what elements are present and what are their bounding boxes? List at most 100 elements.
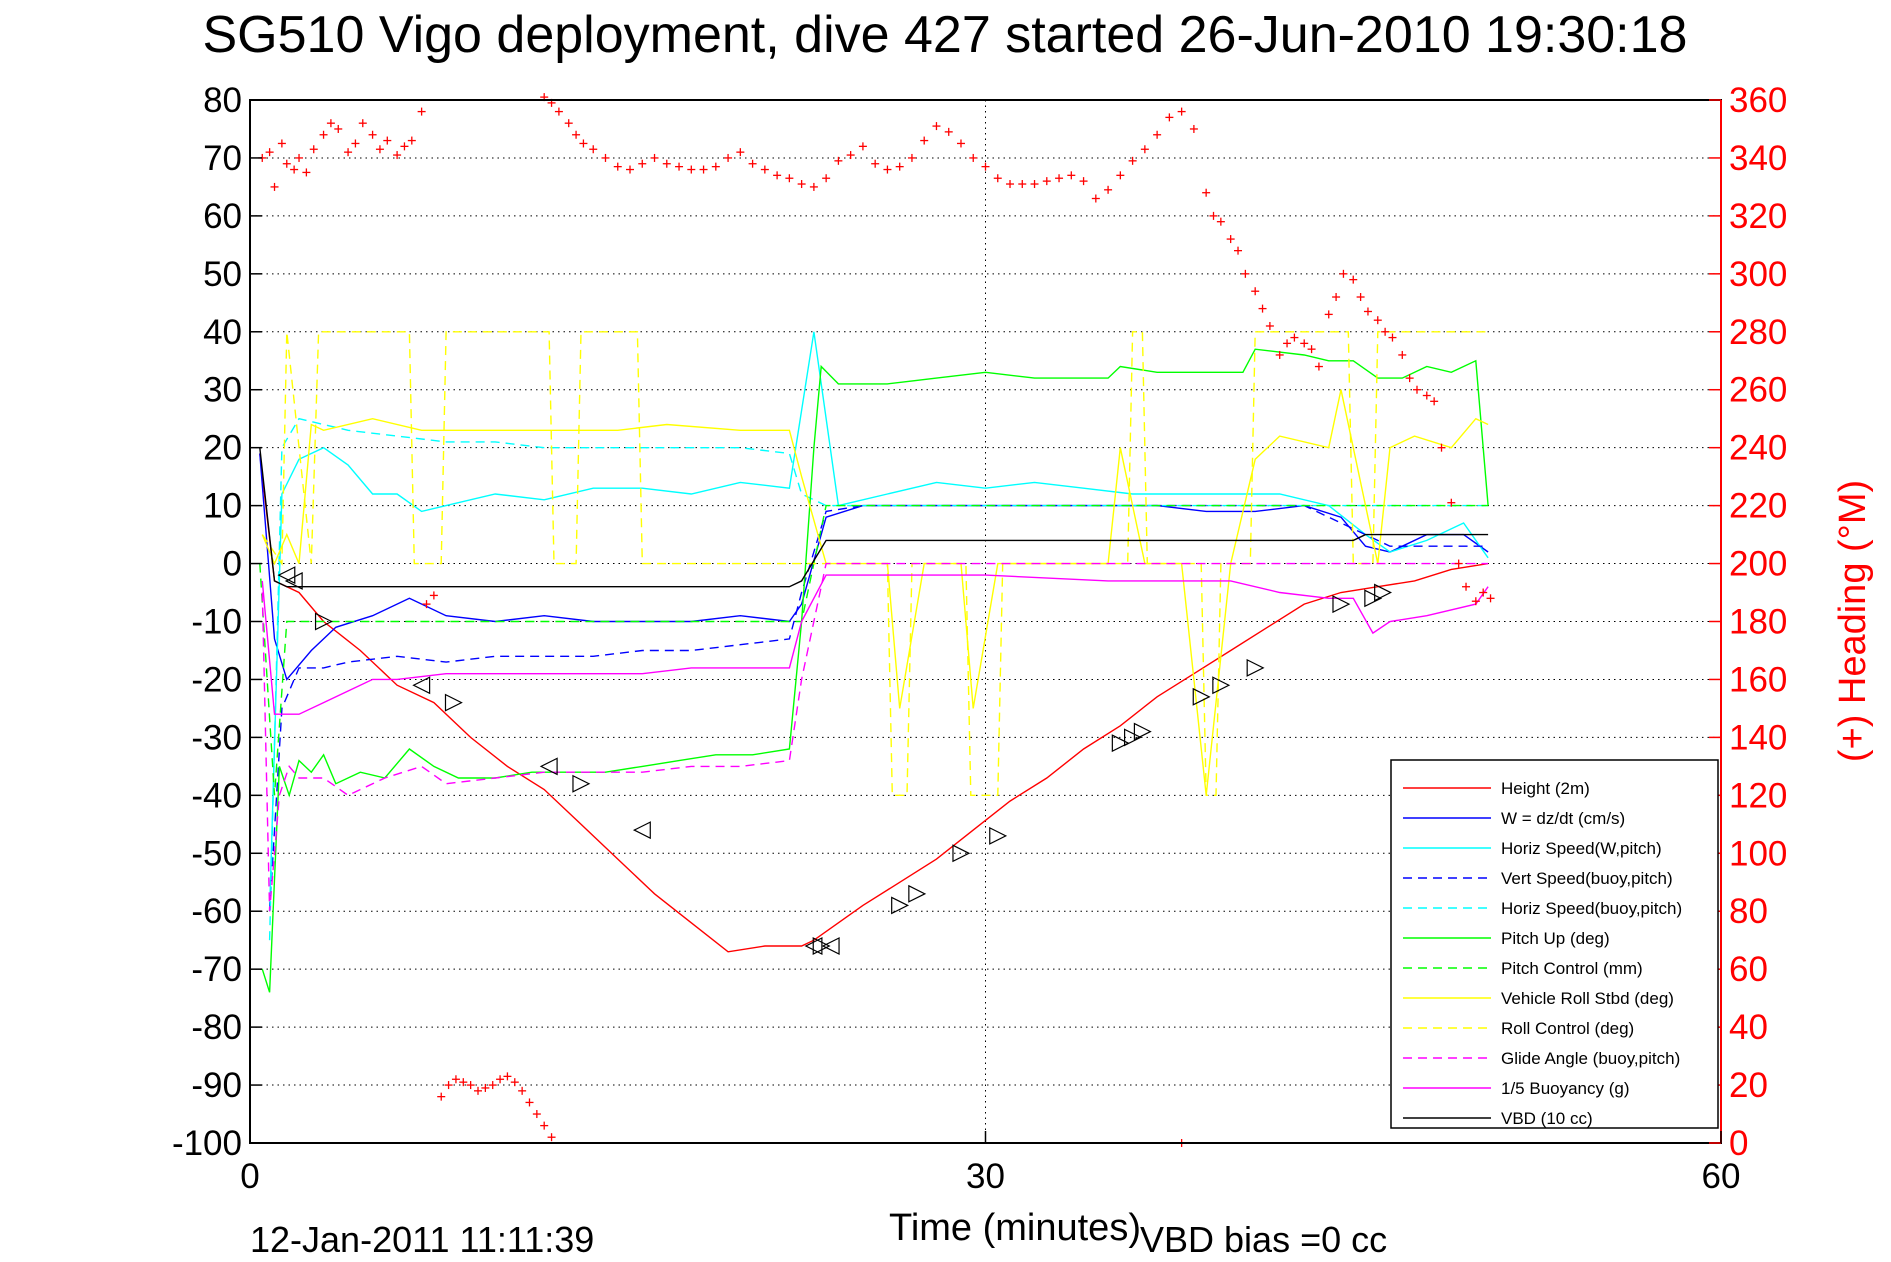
legend-box [1390,759,1719,1129]
heading-point [358,119,367,128]
heading-point [1430,397,1439,406]
heading-point [503,1072,512,1081]
y-right-tick-label: 220 [1729,487,1787,526]
heading-point [736,148,745,157]
heading-point [270,182,279,191]
heading-point [1226,235,1235,244]
heading-point [429,591,438,600]
heading-point [344,148,353,157]
heading-point [1153,130,1162,139]
heading-point [1332,293,1341,302]
heading-point [564,119,573,128]
heading-point [895,162,904,171]
heading-point [785,174,794,183]
legend-label: VBD (10 cc) [1501,1109,1593,1128]
heading-point [748,159,757,168]
heading-point [579,139,588,148]
y-tick-label: 10 [203,487,242,526]
height-triangle-marker [572,774,591,793]
footer-vbd-bias: VBD bias =0 cc [1140,1219,1387,1260]
y-right-tick-label: 180 [1729,603,1787,642]
heading-point [1381,327,1390,336]
heading-point [1165,113,1174,122]
heading-point [1018,180,1027,189]
heading-point [1290,333,1299,342]
heading-point [1241,269,1250,278]
heading-point [1454,559,1463,568]
heading-point [687,165,696,174]
heading-point [1265,321,1274,330]
height-triangle-marker [1212,676,1231,695]
y-tick-label: -80 [191,1008,242,1047]
heading-point [613,162,622,171]
legend-label: Horiz Speed(buoy,pitch) [1501,899,1682,918]
heading-point [400,142,409,151]
heading-point [1140,145,1149,154]
legend-label: Height (2m) [1501,779,1590,798]
height-triangle-marker [632,821,651,840]
heading-point [383,136,392,145]
plot-markers [258,93,1495,1147]
height-triangle-marker [277,566,296,585]
y-right-tick-label: 260 [1729,371,1787,410]
heading-point [1300,339,1309,348]
plot-series [259,331,1489,993]
heading-point [1055,174,1064,183]
heading-point [518,1086,527,1095]
heading-point [1422,391,1431,400]
heading-point [662,159,671,168]
height-triangle-marker [812,937,831,955]
series-line-6 [259,504,1489,796]
heading-point [1079,177,1088,186]
heading-point [1042,177,1051,186]
heading-point [1116,171,1125,180]
heading-point [589,145,598,154]
series-line-3 [268,504,1489,912]
heading-point [1030,180,1039,189]
y-right-tick-label: 60 [1729,950,1768,989]
y-tick-label: -90 [191,1066,242,1105]
x-axis-label: Time (minutes) [889,1207,1141,1249]
height-triangle-marker [989,826,1008,845]
heading-point [1412,385,1421,394]
heading-point [1339,269,1348,278]
heading-point [1486,594,1495,603]
heading-point [1128,156,1137,165]
y-right-tick-label: 300 [1729,255,1787,294]
heading-point [277,139,286,148]
heading-point [282,159,291,168]
heading-point [496,1075,505,1084]
heading-point [1349,275,1358,284]
y-right-tick-label: 0 [1729,1124,1748,1163]
y-tick-label: -70 [191,950,242,989]
heading-point [699,165,708,174]
heading-point [944,127,953,136]
heading-point [773,171,782,180]
y-tick-label: 50 [203,255,242,294]
height-triangle-marker [284,571,303,590]
heading-point [554,107,563,116]
legend-label: Roll Control (deg) [1501,1019,1634,1038]
height-triangle-marker [821,937,840,955]
heading-point [474,1086,483,1095]
heading-point [1314,362,1323,371]
heading-point [466,1081,475,1090]
series-line-8 [261,331,1489,796]
heading-point [920,136,929,145]
heading-point [481,1083,490,1092]
y-tick-label: -20 [191,660,242,699]
height-triangle-marker [1192,687,1211,706]
heading-point [1356,293,1365,302]
heading-point [711,162,720,171]
x-tick-label: 30 [966,1157,1005,1196]
heading-point [858,142,867,151]
heading-point [265,148,274,157]
heading-point [1251,287,1260,296]
series-line-1 [259,453,1489,681]
heading-point [601,153,610,162]
heading-point [488,1081,497,1090]
height-triangle-marker [908,884,927,903]
heading-point [525,1098,534,1107]
heading-point [295,153,304,162]
